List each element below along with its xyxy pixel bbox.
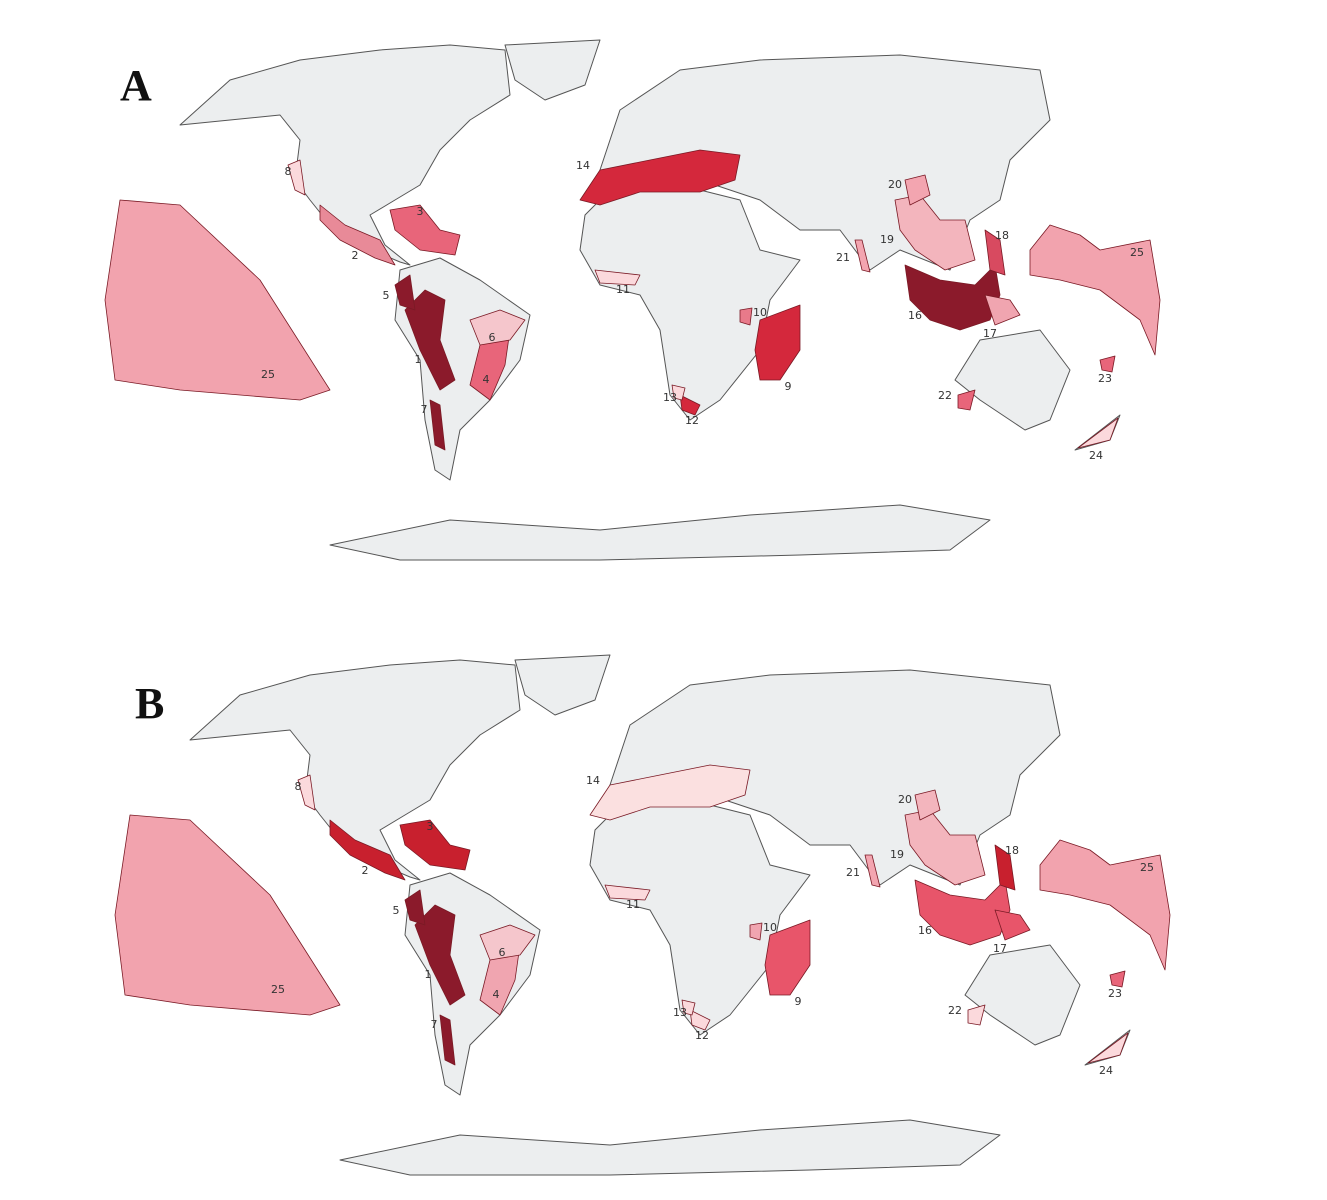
hotspot-label: 9 bbox=[785, 380, 792, 393]
panel-letter: B bbox=[135, 679, 164, 728]
hotspot-region bbox=[479, 924, 536, 961]
hotspot-region bbox=[957, 389, 976, 411]
hotspot-region bbox=[297, 774, 316, 811]
hotspot-label: 24 bbox=[1099, 1064, 1113, 1077]
hotspot-label: 18 bbox=[995, 229, 1009, 242]
hotspot-label: 13 bbox=[673, 1006, 687, 1019]
hotspot-region bbox=[754, 304, 801, 381]
hotspot-label: 22 bbox=[948, 1004, 962, 1017]
hotspot-region bbox=[389, 204, 461, 256]
hotspot-region bbox=[404, 289, 456, 391]
hotspot-label: 13 bbox=[663, 391, 677, 404]
hotspot-label: 7 bbox=[431, 1018, 438, 1031]
hotspot-label: 21 bbox=[846, 866, 860, 879]
hotspot-region bbox=[589, 764, 751, 821]
hotspot-region bbox=[104, 199, 1161, 401]
hotspot-label: 16 bbox=[908, 309, 922, 322]
hotspot-region bbox=[319, 204, 396, 266]
hotspot-region bbox=[439, 1014, 456, 1066]
hotspot-label: 4 bbox=[483, 373, 490, 386]
hotspot-label: 6 bbox=[499, 946, 506, 959]
hotspot-region bbox=[394, 274, 416, 311]
hotspot-label: 1 bbox=[415, 353, 422, 366]
map-panel: 1234567891011121314161718192021222324252… bbox=[104, 40, 1161, 560]
hotspot-label: 16 bbox=[918, 924, 932, 937]
hotspot-label: 22 bbox=[938, 389, 952, 402]
hotspot-region bbox=[329, 819, 406, 881]
hotspot-label: 2 bbox=[362, 864, 369, 877]
hotspot-label: 3 bbox=[427, 820, 434, 833]
hotspot-region bbox=[681, 999, 696, 1016]
hotspot-region bbox=[671, 384, 686, 401]
hotspot-region bbox=[984, 229, 1006, 276]
hotspot-region bbox=[579, 149, 741, 206]
hotspot-region bbox=[287, 159, 306, 196]
hotspot-label: 4 bbox=[493, 988, 500, 1001]
hotspot-label: 20 bbox=[888, 178, 902, 191]
hotspot-label: 12 bbox=[695, 1029, 709, 1042]
hotspot-region bbox=[864, 854, 881, 888]
hotspot-region bbox=[114, 814, 1171, 1016]
hotspot-label: 14 bbox=[586, 774, 600, 787]
hotspot-region bbox=[604, 884, 651, 901]
hotspot-region bbox=[404, 889, 426, 926]
hotspot-region bbox=[904, 174, 931, 206]
hotspot-region bbox=[679, 394, 701, 416]
hotspot-region bbox=[429, 399, 446, 451]
hotspot-label: 17 bbox=[983, 327, 997, 340]
hotspot-region bbox=[904, 809, 986, 886]
panel-letter: A bbox=[120, 61, 152, 110]
hotspot-label: 25 bbox=[1130, 246, 1144, 259]
hotspot-region bbox=[739, 307, 753, 326]
hotspot-label: 21 bbox=[836, 251, 850, 264]
hotspot-region bbox=[1087, 1032, 1129, 1064]
hotspot-region bbox=[764, 919, 811, 996]
hotspot-label: 12 bbox=[685, 414, 699, 427]
hotspot-label: 10 bbox=[763, 921, 777, 934]
hotspot-label: 8 bbox=[295, 780, 302, 793]
hotspot-region bbox=[967, 1004, 986, 1026]
hotspot-label: 20 bbox=[898, 793, 912, 806]
hotspot-region bbox=[1077, 417, 1119, 449]
hotspot-label: 25 bbox=[271, 983, 285, 996]
hotspot-label: 14 bbox=[576, 159, 590, 172]
hotspot-label: 23 bbox=[1108, 987, 1122, 1000]
hotspot-label: 9 bbox=[795, 995, 802, 1008]
hotspot-label: 25 bbox=[261, 368, 275, 381]
hotspot-label: 10 bbox=[753, 306, 767, 319]
hotspot-label: 6 bbox=[489, 331, 496, 344]
hotspot-label: 1 bbox=[425, 968, 432, 981]
hotspot-label: 19 bbox=[880, 233, 894, 246]
map-panel: 1234567891011121314161718192021222324252… bbox=[114, 655, 1171, 1175]
hotspot-label: 5 bbox=[393, 904, 400, 917]
hotspot-region bbox=[689, 1009, 711, 1031]
hotspot-region bbox=[414, 904, 466, 1006]
hotspot-label: 19 bbox=[890, 848, 904, 861]
hotspot-label: 7 bbox=[421, 403, 428, 416]
hotspot-label: 25 bbox=[1140, 861, 1154, 874]
hotspot-label: 5 bbox=[383, 289, 390, 302]
hotspot-label: 3 bbox=[417, 205, 424, 218]
hotspot-region bbox=[994, 909, 1031, 941]
hotspot-label: 23 bbox=[1098, 372, 1112, 385]
hotspot-label: 24 bbox=[1089, 449, 1103, 462]
hotspot-label: 17 bbox=[993, 942, 1007, 955]
hotspot-region bbox=[914, 789, 941, 821]
hotspot-region bbox=[984, 294, 1021, 326]
hotspot-region bbox=[1099, 355, 1116, 373]
hotspot-region bbox=[894, 194, 976, 271]
hotspot-region bbox=[399, 819, 471, 871]
hotspot-label: 8 bbox=[285, 165, 292, 178]
hotspot-region bbox=[1109, 970, 1126, 988]
hotspot-label: 2 bbox=[352, 249, 359, 262]
hotspot-region bbox=[854, 239, 871, 273]
hotspot-label: 11 bbox=[616, 283, 630, 296]
hotspot-region bbox=[594, 269, 641, 286]
hotspot-region bbox=[994, 844, 1016, 891]
hotspot-label: 11 bbox=[626, 898, 640, 911]
hotspot-region bbox=[469, 309, 526, 346]
hotspot-label: 18 bbox=[1005, 844, 1019, 857]
hotspot-region bbox=[749, 922, 763, 941]
